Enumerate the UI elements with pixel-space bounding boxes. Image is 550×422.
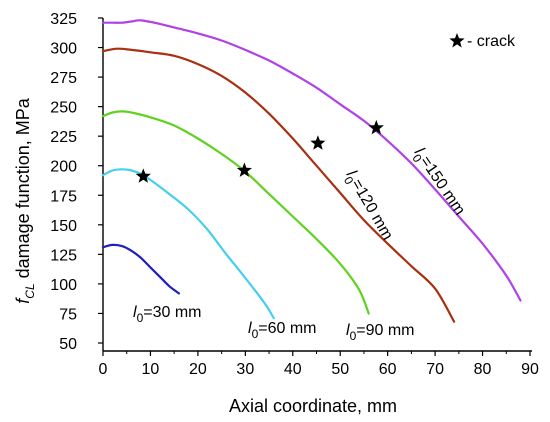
y-tick-label: 325 (50, 11, 77, 28)
series-line (101, 168, 275, 320)
x-tick-label: 20 (189, 361, 207, 378)
y-tick-label: 275 (50, 70, 77, 87)
x-tick-label: 90 (521, 361, 539, 378)
x-tick-label: 40 (284, 361, 302, 378)
crack-star-marker (368, 119, 384, 135)
curve-label-sub: 0 (350, 329, 357, 343)
legend-star-icon (449, 33, 465, 48)
plot-frame (102, 18, 532, 352)
y-tick-label: 150 (50, 218, 77, 235)
curve-label: l0=30 mm (133, 304, 202, 325)
curve-label-rest: =30 mm (143, 304, 201, 321)
crack-markers (135, 119, 384, 183)
curve-label: l0=90 mm (346, 322, 415, 343)
series-line (101, 110, 370, 315)
series-line (101, 243, 180, 295)
y-tick-label: 175 (50, 188, 77, 205)
crack-star-marker (236, 162, 252, 177)
y-axis-title-rest: damage function, MPa (13, 97, 33, 283)
y-axis-title-f: f (13, 297, 33, 304)
y-tick-label: 125 (50, 247, 77, 264)
curve-label-sub: 0 (252, 327, 259, 341)
curve-label: l0=120 mm (339, 168, 396, 246)
crack-star-marker (135, 168, 151, 183)
y-tick-label: 300 (50, 41, 77, 58)
y-tick-label: 50 (59, 336, 77, 353)
curve-label-rest: =90 mm (356, 322, 414, 339)
legend: - crack (449, 33, 516, 50)
curve-label: l0=60 mm (248, 320, 317, 341)
y-tick-label: 225 (50, 129, 77, 146)
x-tick-label: 70 (426, 361, 444, 378)
curve-label: l0=150 mm (407, 145, 468, 221)
curve-label-l: l (133, 304, 137, 321)
x-tick-label: 80 (474, 361, 492, 378)
y-tick-label: 250 (50, 100, 77, 117)
x-tick-label: 10 (142, 361, 160, 378)
curve-label-l: l (343, 168, 360, 180)
curve-label-l: l (346, 322, 350, 339)
curve-label-rest: =150 mm (416, 153, 468, 218)
y-axis: 50 75 100 125 150 175 200 225 250 275 300 325 (50, 11, 103, 353)
series-line (101, 19, 522, 302)
crack-star-marker (310, 135, 326, 150)
x-axis-title: Axial coordinate, mm (229, 396, 397, 416)
y-tick-label: 100 (50, 277, 77, 294)
y-tick-label: 75 (59, 306, 77, 323)
series-line (101, 47, 456, 323)
curve-label-l: l (248, 320, 252, 337)
y-tick-label: 200 (50, 159, 77, 176)
y-axis-title: fCL damage function, MPa (13, 97, 37, 303)
y-axis-title-subscript: CL (23, 283, 37, 298)
legend-text: - crack (467, 33, 516, 50)
x-tick-label: 30 (236, 361, 254, 378)
curve-label-sub: 0 (137, 311, 144, 325)
x-axis: 0 10 20 30 40 50 60 70 80 90 (99, 351, 539, 378)
curve-label-rest: =60 mm (258, 320, 316, 337)
x-tick-label: 0 (99, 361, 108, 378)
series-group (101, 19, 522, 323)
x-tick-label: 60 (379, 361, 397, 378)
x-tick-label: 50 (331, 361, 349, 378)
